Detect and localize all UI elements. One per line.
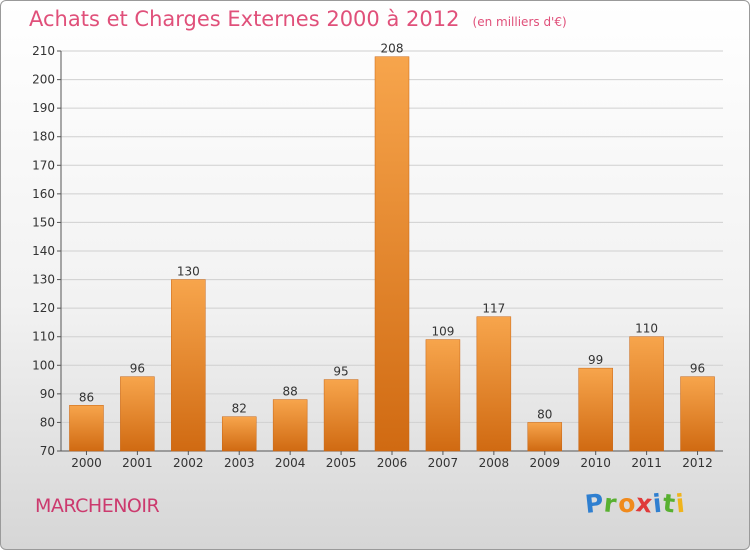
chart-title: Achats et Charges Externes 2000 à 2012 xyxy=(29,7,460,31)
y-tick-label: 190 xyxy=(32,101,55,115)
x-tick-label-2011: 2011 xyxy=(631,456,662,470)
y-tick-label: 90 xyxy=(40,387,55,401)
bar-2007 xyxy=(425,339,461,452)
y-tick-label: 200 xyxy=(32,73,55,87)
bar-2012 xyxy=(680,376,715,452)
title-row: Achats et Charges Externes 2000 à 2012 (… xyxy=(29,7,567,31)
data-label-2009: 80 xyxy=(537,407,552,421)
data-label-2011: 110 xyxy=(635,322,658,336)
y-tick-label: 170 xyxy=(32,158,55,172)
chart-subtitle: (en milliers d'€) xyxy=(472,15,567,29)
data-label-2003: 82 xyxy=(232,402,247,416)
y-tick-label: 110 xyxy=(32,330,55,344)
y-tick-label: 120 xyxy=(32,301,55,315)
bar-2010 xyxy=(578,367,613,452)
data-label-2002: 130 xyxy=(177,265,200,279)
x-tick-label-2002: 2002 xyxy=(173,456,204,470)
x-tick-label-2010: 2010 xyxy=(580,456,611,470)
bar-2008 xyxy=(476,316,512,452)
data-label-2010: 99 xyxy=(588,353,603,367)
data-label-2005: 95 xyxy=(333,365,348,379)
bar-2003 xyxy=(221,416,257,452)
bar-2000 xyxy=(69,405,104,452)
data-label-2006: 208 xyxy=(381,42,404,56)
place-name: MARCHENOIR xyxy=(35,495,160,517)
bar-2011 xyxy=(629,336,664,452)
y-tick-label: 210 xyxy=(32,44,55,58)
x-tick-label-2009: 2009 xyxy=(529,456,560,470)
data-label-2007: 109 xyxy=(431,325,454,339)
data-label-2008: 117 xyxy=(482,302,505,316)
x-tick-label-2006: 2006 xyxy=(377,456,408,470)
y-tick-label: 180 xyxy=(32,130,55,144)
data-label-2000: 86 xyxy=(79,390,94,404)
data-label-2001: 96 xyxy=(130,362,145,376)
x-tick-label-2000: 2000 xyxy=(71,456,102,470)
y-tick-label: 100 xyxy=(32,358,55,372)
data-label-2004: 88 xyxy=(283,385,298,399)
bar-2005 xyxy=(323,379,359,452)
bar-2006 xyxy=(374,56,410,452)
proxiti-logo: Proxiti xyxy=(584,488,687,519)
y-tick-label: 140 xyxy=(32,244,55,258)
x-tick-label-2008: 2008 xyxy=(479,456,510,470)
x-tick-label-2001: 2001 xyxy=(122,456,153,470)
y-tick-label: 130 xyxy=(32,273,55,287)
y-tick-label: 160 xyxy=(32,187,55,201)
x-tick-label-2007: 2007 xyxy=(428,456,459,470)
y-tick-label: 150 xyxy=(32,215,55,229)
bar-2004 xyxy=(272,399,308,452)
bar-2002 xyxy=(171,279,206,452)
x-tick-label-2005: 2005 xyxy=(326,456,357,470)
y-tick-label: 70 xyxy=(40,444,55,458)
x-tick-label-2004: 2004 xyxy=(275,456,306,470)
logo-letter: i xyxy=(674,488,687,519)
x-tick-label-2003: 2003 xyxy=(224,456,255,470)
y-tick-label: 80 xyxy=(40,415,55,429)
bar-2001 xyxy=(120,376,155,452)
bar-2009 xyxy=(527,422,563,452)
data-label-2012: 96 xyxy=(690,362,705,376)
x-tick-label-2012: 2012 xyxy=(682,456,713,470)
